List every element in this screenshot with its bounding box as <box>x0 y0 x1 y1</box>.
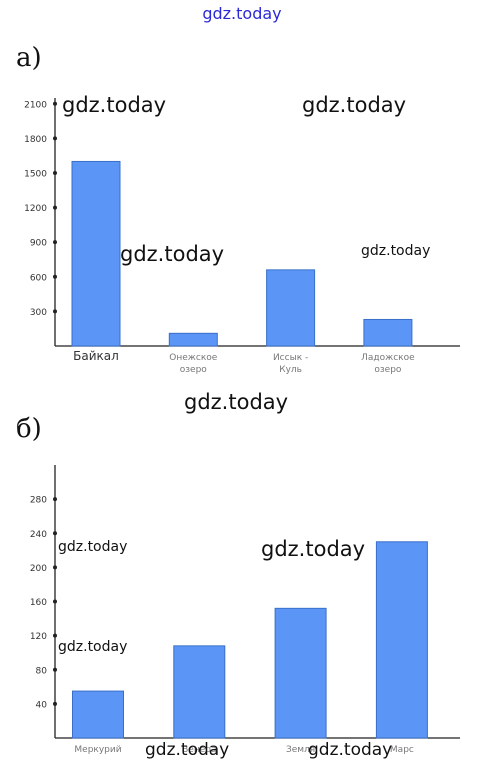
y-tick-mark <box>53 136 57 141</box>
y-tick-mark <box>53 101 57 106</box>
bar <box>72 690 124 739</box>
y-tick-mark <box>53 309 57 314</box>
y-tick-mark <box>53 170 57 175</box>
y-tick-label: 1200 <box>24 204 47 214</box>
category-label: Онежское <box>169 353 218 363</box>
chart-a-bars <box>71 160 413 347</box>
category-label: Меркурий <box>74 745 121 755</box>
chart-b-bars <box>72 541 428 739</box>
category-label: Иссык - <box>273 353 308 363</box>
y-tick-label: 80 <box>36 666 48 676</box>
category-label: Куль <box>279 365 302 375</box>
y-tick-mark <box>53 667 57 672</box>
bar <box>173 645 226 739</box>
y-tick-mark <box>53 274 57 279</box>
watermark: gdz.today <box>58 639 127 655</box>
panel-b-label: б) <box>16 414 42 444</box>
panel-a-label: а) <box>16 43 42 73</box>
y-tick-mark <box>53 205 57 210</box>
y-tick-label: 120 <box>30 632 47 642</box>
category-label: Ладожское <box>361 353 415 363</box>
watermark: gdz.today <box>261 537 365 561</box>
y-tick-mark <box>53 599 57 604</box>
y-tick-label: 900 <box>30 239 47 249</box>
y-tick-mark <box>53 565 57 570</box>
chart-a-y-ticks: 300 600 900 1200 1500 1800 2100 <box>24 100 57 318</box>
site-header: gdz.today <box>202 4 281 23</box>
y-tick-label: 280 <box>30 496 47 506</box>
bar <box>168 332 218 347</box>
watermark: gdz.today <box>308 740 392 760</box>
y-tick-mark <box>53 633 57 638</box>
chart-b: б) 40 80 120 160 200 240 280 Меркурий Венера Зем… <box>16 414 460 755</box>
chart-a: а) 300 600 900 1200 1500 1800 2100 Байкал Онежс… <box>16 43 460 375</box>
category-label: Венера <box>182 745 216 755</box>
watermark: gdz.today <box>58 539 127 555</box>
watermark: gdz.today <box>184 390 288 414</box>
y-tick-mark <box>53 531 57 536</box>
watermark: gdz.today <box>361 243 430 259</box>
watermark: gdz.today <box>302 93 406 117</box>
y-tick-label: 40 <box>36 700 48 710</box>
watermark: gdz.today <box>145 740 229 760</box>
y-tick-label: 2100 <box>24 100 47 110</box>
y-tick-mark <box>53 701 57 706</box>
y-tick-mark <box>53 240 57 245</box>
watermark: gdz.today <box>62 93 166 117</box>
y-tick-label: 240 <box>30 530 47 540</box>
watermarks: gdz.today gdz.today gdz.today gdz.today … <box>58 93 430 760</box>
bar <box>274 607 327 739</box>
bar <box>363 318 413 347</box>
bar <box>375 541 428 739</box>
bar <box>266 269 316 347</box>
bar <box>71 160 121 347</box>
y-tick-label: 300 <box>30 308 47 318</box>
y-tick-label: 600 <box>30 273 47 283</box>
y-tick-label: 1800 <box>24 135 47 145</box>
watermark: gdz.today <box>120 242 224 266</box>
category-label: озеро <box>374 365 402 375</box>
category-label: Земля <box>286 745 315 755</box>
category-label: Марс <box>390 745 414 755</box>
y-tick-label: 1500 <box>24 169 47 179</box>
y-tick-mark <box>53 497 57 502</box>
y-tick-label: 160 <box>30 598 47 608</box>
chart-b-categories: Меркурий Венера Земля Марс <box>74 745 414 755</box>
chart-b-y-ticks: 40 80 120 160 200 240 280 <box>30 496 57 710</box>
category-label: озеро <box>180 365 208 375</box>
y-tick-label: 200 <box>30 564 47 574</box>
chart-a-categories: Байкал Онежское озеро Иссык - Куль Ладожское о… <box>73 349 415 375</box>
category-label: Байкал <box>73 349 119 363</box>
